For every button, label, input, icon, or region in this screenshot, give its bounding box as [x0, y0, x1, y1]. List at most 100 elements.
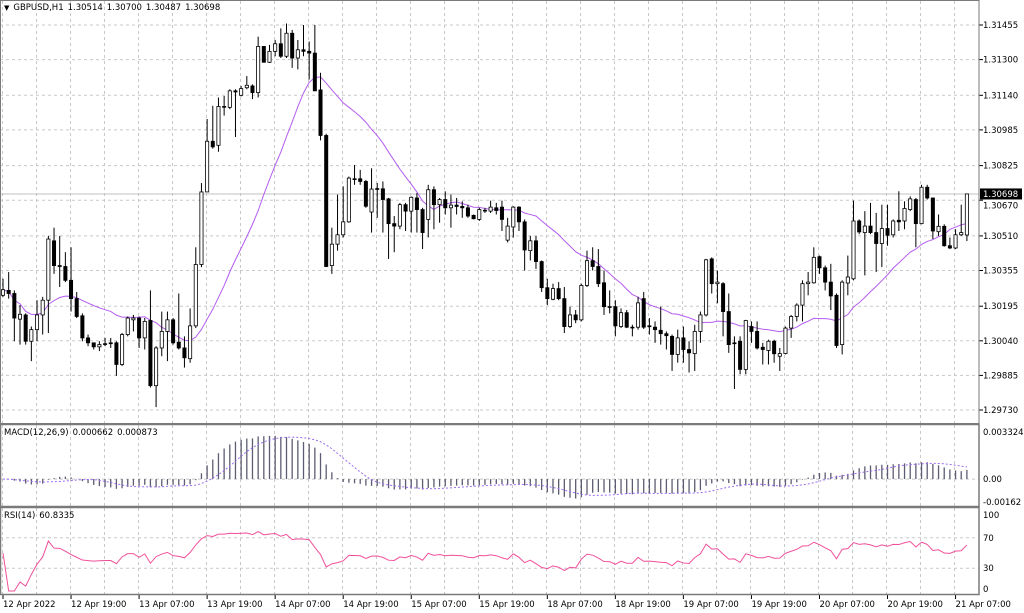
candle-bullish	[511, 206, 516, 228]
candle-bearish	[687, 349, 692, 354]
candle-bullish	[936, 225, 941, 233]
candle-bearish	[86, 337, 91, 344]
candle-bearish	[653, 326, 658, 331]
candle-bullish	[205, 140, 210, 193]
candle-bearish	[607, 306, 612, 308]
symbol-timeframe: GBPUSD,H1	[13, 3, 64, 13]
time-tick-label: 19 Apr 07:00	[683, 600, 738, 610]
time-tick-label: 14 Apr 07:00	[275, 600, 330, 610]
candle-bullish	[766, 340, 771, 351]
candle-bearish	[857, 220, 862, 233]
candle-bearish	[363, 181, 368, 207]
candle-bullish	[585, 260, 590, 286]
candle-bullish	[29, 329, 34, 342]
candle-bearish	[630, 326, 635, 329]
candle-bearish	[52, 240, 57, 266]
candle-bearish	[658, 329, 663, 335]
candle-bearish	[460, 206, 465, 209]
candle-bearish	[925, 186, 930, 199]
candle-bullish	[125, 317, 130, 335]
macd-name: MACD(12,26,9)	[4, 428, 69, 438]
candle-bullish	[295, 49, 300, 59]
candle-bullish	[636, 302, 641, 328]
time-tick-label: 15 Apr 07:00	[411, 600, 466, 610]
candle-bearish	[868, 225, 873, 233]
candle-bullish	[806, 281, 811, 285]
candle-bullish	[154, 347, 159, 387]
candle-bearish	[562, 298, 567, 327]
header-close: 1.30698	[185, 3, 221, 13]
candle-bullish	[165, 319, 170, 332]
candle-bullish	[159, 331, 164, 349]
rsi-layer	[2, 530, 968, 592]
candle-bullish	[902, 208, 907, 222]
candle-bearish	[471, 214, 476, 220]
price-tick-label: 1.30670	[983, 201, 1018, 211]
candle-bullish	[568, 314, 573, 327]
candle-bullish	[675, 337, 680, 355]
candle-bullish	[437, 199, 442, 206]
candle-bullish	[743, 320, 748, 370]
triangle-down-icon[interactable]: ▼	[4, 4, 10, 12]
candle-bearish	[278, 43, 283, 57]
time-tick-label: 20 Apr 07:00	[819, 600, 874, 610]
time-tick-label: 12 Apr 2022	[3, 600, 56, 610]
macd-main-value: 0.000662	[72, 428, 114, 438]
candle-bearish	[726, 311, 731, 346]
candle-bullish	[550, 288, 555, 300]
candle-bearish	[91, 342, 96, 348]
candle-bearish	[499, 206, 504, 220]
candle-bullish	[953, 234, 958, 249]
macd-layer	[2, 435, 968, 499]
candle-bullish	[239, 88, 244, 96]
candle-bullish	[579, 285, 584, 321]
candle-bearish	[114, 342, 119, 365]
candle-bearish	[443, 199, 448, 209]
candle-bullish	[783, 327, 788, 354]
candle-bullish	[715, 281, 720, 285]
candle-bearish	[624, 312, 629, 328]
candle-bearish	[828, 281, 833, 297]
candle-bearish	[516, 206, 521, 223]
candle-bearish	[885, 228, 890, 236]
candle-bearish	[573, 314, 578, 321]
candle-bearish	[80, 315, 85, 339]
candle-bearish	[681, 337, 686, 350]
macd-signal-value: 0.000873	[117, 428, 158, 438]
current-price-label: 1.30698	[983, 190, 1018, 200]
candle-bearish	[602, 282, 607, 308]
candle-bearish	[358, 178, 363, 182]
grid	[0, 1, 979, 594]
rsi-line	[2, 530, 968, 592]
candle-bullish	[46, 238, 51, 301]
candle-bullish	[193, 264, 198, 327]
candle-bearish	[63, 266, 68, 281]
price-tick-label: 1.29885	[983, 371, 1018, 381]
candle-bearish	[533, 240, 538, 262]
price-tick-label: 1.30825	[983, 162, 1018, 172]
candle-bullish	[120, 334, 125, 365]
rsi-name: RSI(14)	[4, 511, 36, 521]
candle-bearish	[420, 209, 425, 233]
candle-bearish	[670, 335, 675, 355]
candle-bullish	[267, 50, 272, 63]
candle-bearish	[647, 325, 652, 328]
main-panel-border	[0, 0, 980, 424]
price-tick-label: 1.30195	[983, 302, 1018, 312]
candle-bullish	[97, 344, 102, 348]
candle-bullish	[273, 43, 278, 52]
candle-bullish	[800, 283, 805, 306]
candle-bullish	[199, 191, 204, 265]
candles-layer	[0, 23, 969, 408]
candle-bearish	[732, 342, 737, 345]
candle-bearish	[545, 287, 550, 300]
candle-bearish	[709, 258, 714, 285]
candle-bullish	[409, 196, 414, 212]
candle-bearish	[930, 197, 935, 232]
candle-bullish	[18, 313, 23, 320]
candle-bearish	[896, 219, 901, 223]
candle-bearish	[108, 342, 113, 345]
price-tick-label: 1.30510	[983, 232, 1018, 242]
candle-bullish	[879, 228, 884, 244]
